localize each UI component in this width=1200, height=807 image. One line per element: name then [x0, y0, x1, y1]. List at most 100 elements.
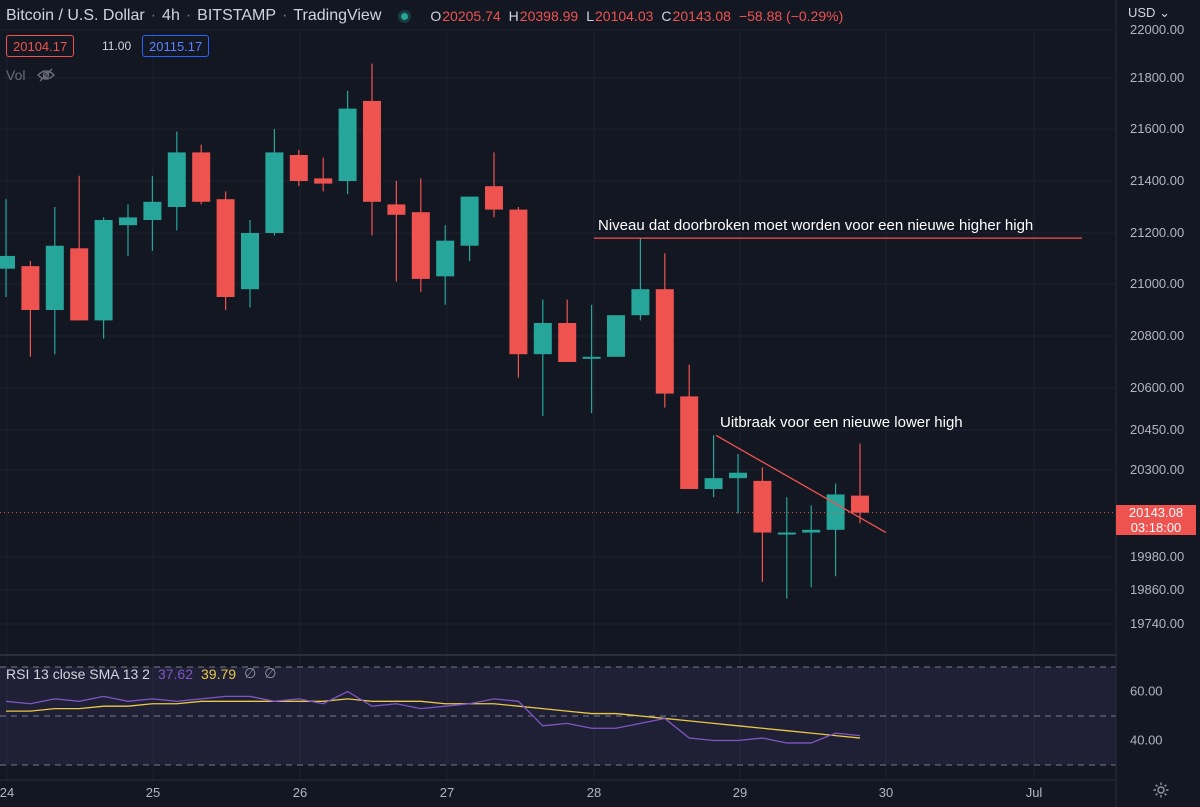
candle	[558, 299, 577, 362]
time-tick-label: Jul	[1026, 785, 1043, 800]
candle-body	[777, 532, 796, 535]
rsi-legend[interactable]: RSI 13 close SMA 13 2 37.62 39.79 ∅ ∅	[6, 665, 276, 682]
candle-body	[314, 178, 333, 184]
chart-header: Bitcoin / U.S. Dollar · 4h · BITSTAMP · …	[6, 6, 851, 26]
candle-body	[265, 152, 284, 233]
price-tick-label: 19740.00	[1130, 616, 1184, 631]
candle-body	[704, 478, 723, 490]
price-tick-label: 21800.00	[1130, 70, 1184, 85]
candle-body	[582, 356, 601, 359]
currency-selector[interactable]: USD ⌄	[1128, 5, 1170, 20]
candle-body	[436, 240, 455, 277]
time-tick-label: 29	[733, 785, 747, 800]
candle	[265, 129, 284, 236]
trendline	[715, 434, 887, 534]
candlestick-series	[0, 63, 869, 599]
candle	[387, 181, 406, 282]
candle-body	[94, 220, 113, 321]
time-axis: 24 25 26 27 28 29 30 Jul	[0, 785, 1042, 800]
candle	[216, 191, 235, 310]
candle	[704, 435, 723, 498]
candle-body	[167, 152, 186, 207]
candle-body	[851, 495, 869, 513]
candle	[729, 454, 747, 514]
candle-body	[192, 152, 211, 202]
candle-body	[241, 233, 259, 290]
candle-body	[21, 266, 40, 310]
candle	[0, 199, 15, 297]
price-tick-label: 21600.00	[1130, 121, 1184, 136]
rsi-line	[5, 690, 861, 744]
volume-indicator[interactable]: Vol	[6, 67, 56, 83]
candle-body	[460, 196, 479, 246]
candle	[680, 364, 699, 490]
empty-value-icon: ∅	[244, 665, 257, 681]
eye-hidden-icon[interactable]	[37, 68, 56, 82]
candle-body	[802, 529, 821, 533]
candle	[167, 131, 186, 231]
buy-price-button[interactable]: 20115.17	[142, 35, 210, 57]
candle-body	[411, 212, 430, 279]
price-tick-label: 19980.00	[1130, 549, 1184, 564]
candle	[460, 196, 479, 262]
candle-body	[0, 255, 15, 269]
symbol-name[interactable]: Bitcoin / U.S. Dollar	[6, 7, 145, 24]
candle	[314, 157, 333, 192]
candle-body	[631, 289, 650, 316]
candle	[94, 217, 113, 339]
bar-countdown: 03:18:00	[1130, 520, 1182, 535]
candle	[607, 315, 625, 357]
price-tick-label: 20450.00	[1130, 422, 1184, 437]
interval[interactable]: 4h	[162, 7, 180, 24]
candle	[192, 144, 211, 205]
candle	[753, 467, 772, 582]
candle	[45, 207, 64, 355]
candle	[143, 175, 162, 251]
market-status-icon[interactable]	[401, 12, 409, 20]
candle	[411, 178, 430, 292]
price-tick-label: 20300.00	[1130, 462, 1184, 477]
rsi-sma-line	[6, 698, 861, 739]
candle	[533, 299, 552, 416]
time-tick-label: 28	[587, 785, 601, 800]
candle-body	[826, 494, 845, 530]
candle	[241, 220, 259, 308]
candle-body	[607, 315, 625, 357]
time-tick-label: 30	[879, 785, 893, 800]
candle	[826, 483, 845, 577]
candle-body	[729, 472, 747, 479]
candle	[777, 497, 796, 599]
rsi-value: 37.62	[157, 665, 194, 682]
price-tick-label: 20600.00	[1130, 380, 1184, 395]
ohlc-values: O 20205.74 H 20398.99 L 20104.03 C 20143.08 …	[430, 8, 844, 24]
time-tick-label: 27	[440, 785, 454, 800]
empty-value-icon: ∅	[264, 665, 277, 681]
rsi-pane	[0, 666, 1116, 766]
rsi-title: RSI 13 close SMA 13 2	[6, 665, 150, 682]
last-price-label: 20143.08 03:18:00	[1116, 505, 1196, 535]
annotation-lower-high: Uitbraak voor een nieuwe lower high	[720, 414, 963, 431]
candle	[289, 149, 308, 187]
candle-body	[45, 245, 64, 310]
source: TradingView	[293, 7, 382, 24]
candle-body	[655, 289, 674, 394]
candle-body	[70, 248, 89, 321]
candle	[631, 238, 650, 321]
price-tick-label: 21400.00	[1130, 173, 1184, 188]
candle	[363, 63, 381, 236]
price-tick-label: 20800.00	[1130, 328, 1184, 343]
annotations: Niveau dat doorbroken moet worden voor e…	[0, 217, 1116, 534]
sell-price-button[interactable]: 20104.17	[6, 35, 75, 57]
candle-body	[680, 396, 699, 490]
candle-body	[216, 199, 235, 297]
candle	[582, 304, 601, 414]
price-tick-label: 22000.00	[1130, 22, 1184, 37]
price-change: −58.88 (−0.29%)	[738, 8, 844, 24]
candle-body	[753, 480, 772, 533]
gear-icon[interactable]	[1152, 781, 1170, 799]
time-tick-label: 26	[293, 785, 307, 800]
candle	[485, 152, 503, 218]
candle-body	[143, 201, 162, 220]
